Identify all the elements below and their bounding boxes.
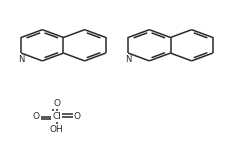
- Text: O: O: [33, 112, 40, 121]
- Text: O: O: [53, 99, 60, 108]
- Text: N: N: [18, 55, 24, 64]
- Text: Cl: Cl: [52, 112, 61, 121]
- Text: O: O: [73, 112, 80, 121]
- Text: N: N: [125, 55, 131, 64]
- Text: OH: OH: [50, 125, 63, 134]
